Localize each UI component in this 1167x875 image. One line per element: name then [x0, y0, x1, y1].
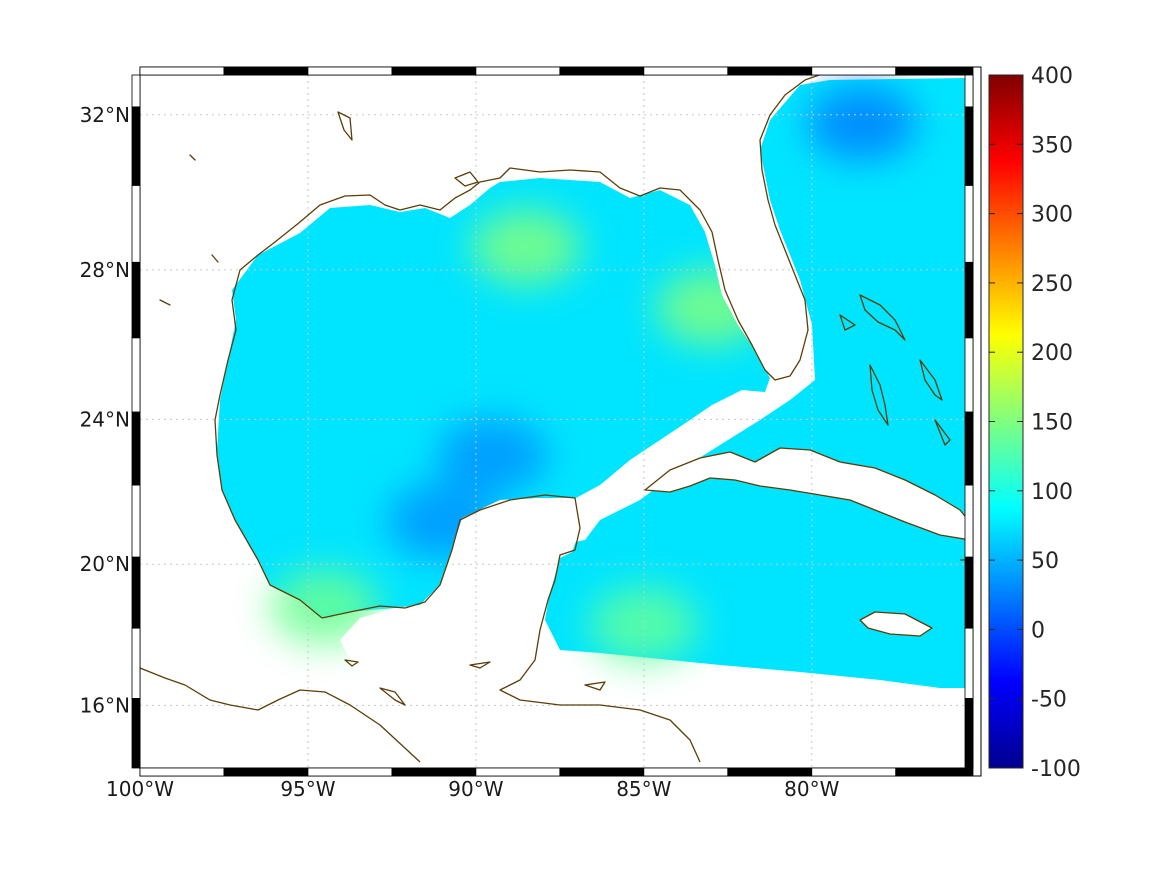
- jamaica-coastline: [859, 611, 933, 637]
- frame-left-seg-9: [131, 74, 141, 108]
- frame-right-seg-3: [964, 484, 974, 558]
- frame-left-seg-6: [131, 261, 141, 339]
- frame-bottom-seg-3: [391, 767, 477, 777]
- land: [340, 78, 972, 705]
- field-blob-2: [269, 568, 380, 645]
- frame-bottom-seg-4: [475, 767, 561, 777]
- colorbar-tick-label: 0: [1031, 618, 1045, 643]
- frame-top-seg-1: [223, 66, 309, 76]
- frame-top-seg-7: [727, 66, 813, 76]
- coastlines: [140, 75, 973, 763]
- ocean-field: [217, 78, 965, 688]
- frame-right-seg-0: [964, 698, 974, 769]
- frame-top-seg-0: [139, 66, 225, 76]
- map-area: [140, 75, 973, 768]
- colorbar-tick-label: 50: [1031, 549, 1059, 574]
- frame-bottom-seg-0: [139, 767, 225, 777]
- colorbar-tick-label: 150: [1031, 411, 1073, 436]
- frame-bottom-seg-2: [307, 767, 393, 777]
- colorbar-ticks: 400 350 300 250 200 150 100 50 0 -50 -100: [989, 64, 1081, 782]
- colorbar-tick-label: -100: [1031, 757, 1081, 782]
- y-tick-label: 20°N: [80, 552, 130, 576]
- frame-left-seg-2: [131, 556, 141, 629]
- colorbar-tick-label: 100: [1031, 480, 1073, 505]
- frame-right-seg-1: [964, 627, 974, 699]
- y-tick-label: 28°N: [80, 258, 130, 282]
- field-blob-0: [471, 209, 582, 286]
- frame-top-seg-5: [559, 66, 645, 76]
- frame-top-seg-3: [391, 66, 477, 76]
- florida-land: [660, 78, 820, 380]
- x-tick-label: 85°W: [616, 777, 671, 801]
- bahamas-coastline: [839, 294, 951, 446]
- x-tick-labels: 100°W 95°W 90°W 85°W 80°W: [106, 777, 840, 801]
- jamaica-land: [860, 612, 932, 636]
- field-blob-3: [588, 586, 699, 663]
- mexico-coastline: [321, 494, 701, 763]
- yucatan-land: [340, 498, 580, 705]
- field-blob-5: [437, 417, 548, 494]
- frame-right-seg-6: [964, 261, 974, 339]
- frame-top-seg-4: [475, 66, 561, 76]
- y-tick-label: 24°N: [80, 407, 130, 431]
- field-blob-4: [807, 84, 918, 161]
- y-tick-labels: 16°N 20°N 24°N 28°N 32°N: [80, 103, 130, 718]
- lake-features: [159, 111, 479, 306]
- colorbar-tick-label: -50: [1031, 688, 1067, 713]
- gulf-field-region: [217, 178, 770, 618]
- gridlines: [140, 75, 973, 768]
- x-tick-label: 100°W: [106, 777, 174, 801]
- frame-right-seg-4: [964, 411, 974, 486]
- frame-bottom-seg-1: [223, 767, 309, 777]
- colorbar-tick-label: 350: [1031, 133, 1073, 158]
- y-tick-label: 32°N: [80, 103, 130, 127]
- frame-right-seg-5: [964, 337, 974, 413]
- frame-right-seg-8: [964, 106, 974, 186]
- us-gulf-coastline: [140, 75, 822, 763]
- frame-bottom-seg-9: [895, 767, 974, 777]
- x-tick-label: 90°W: [448, 777, 503, 801]
- frame-top-seg-2: [307, 66, 393, 76]
- frame-bottom-seg-5: [559, 767, 645, 777]
- frame-top-seg-9: [895, 66, 974, 76]
- colorbar-tick-label: 250: [1031, 272, 1073, 297]
- frame-bottom-seg-6: [643, 767, 729, 777]
- frame-left-seg-5: [131, 337, 141, 413]
- frame-top-seg-8: [811, 66, 897, 76]
- x-tick-label: 95°W: [280, 777, 335, 801]
- frame-left-seg-7: [131, 184, 141, 263]
- colorbar: 400 350 300 250 200 150 100 50 0 -50 -100: [988, 64, 1081, 782]
- frame-left-seg-1: [131, 627, 141, 699]
- x-tick-label: 80°W: [784, 777, 839, 801]
- frame-top-seg-6: [643, 66, 729, 76]
- frame-bottom-seg-7: [727, 767, 813, 777]
- colorbar-tick-label: 300: [1031, 203, 1073, 228]
- frame-left-seg-8: [131, 106, 141, 186]
- central-america-features: [344, 659, 606, 706]
- y-tick-label: 16°N: [80, 693, 130, 717]
- colorbar-tick-label: 400: [1031, 64, 1073, 89]
- frame-bottom-seg-8: [811, 767, 897, 777]
- caribbean-field-region: [545, 78, 965, 688]
- frame-left-seg-4: [131, 411, 141, 486]
- frame-right-seg-2: [964, 556, 974, 629]
- cuba-land: [645, 448, 972, 540]
- colorbar-tick-label: 200: [1031, 341, 1073, 366]
- frame-left-seg-0: [131, 698, 141, 769]
- frame-right-seg-7: [964, 184, 974, 263]
- frame-right-seg-9: [964, 74, 974, 108]
- map-frame: [131, 66, 982, 777]
- frame-left-seg-3: [131, 484, 141, 558]
